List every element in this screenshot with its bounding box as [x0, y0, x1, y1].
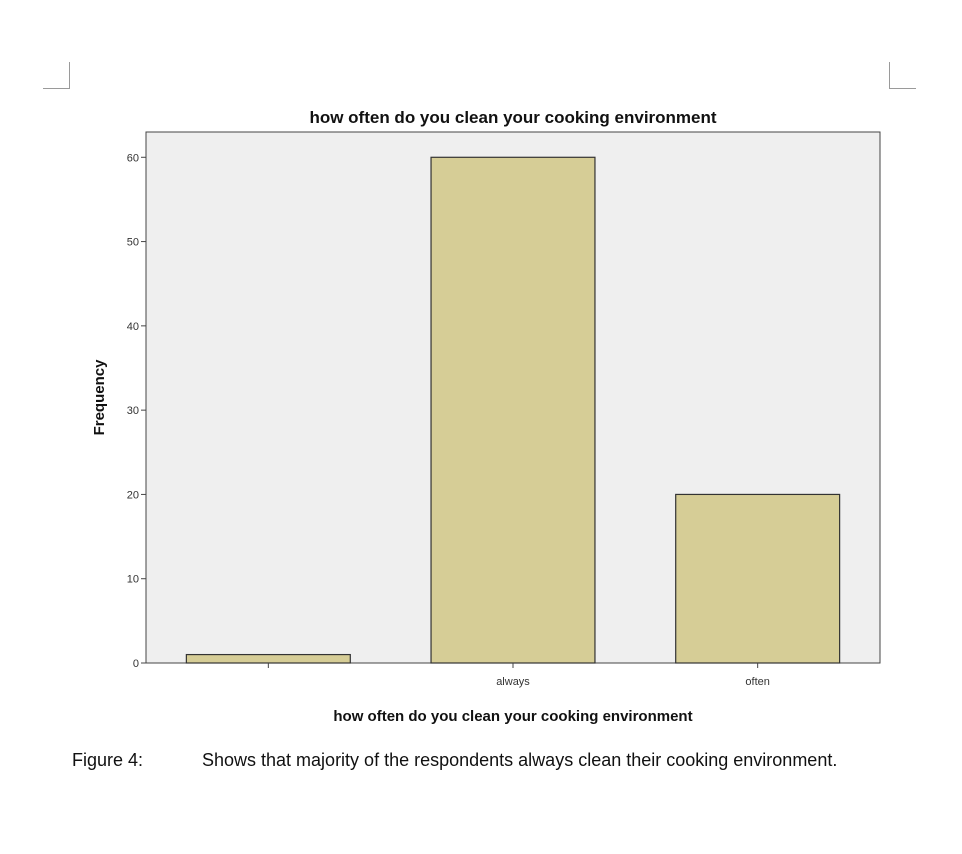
page-corner-mark-left — [43, 62, 70, 89]
y-axis: 0 10 20 30 40 50 60 — [127, 152, 146, 670]
bar-always — [430, 156, 596, 664]
y-tick-label: 20 — [127, 489, 139, 501]
y-tick-label: 10 — [127, 574, 139, 586]
figure-caption-label: Figure 4: — [72, 750, 144, 770]
x-tick-label: often — [745, 676, 769, 688]
bar-blank — [185, 653, 351, 664]
y-axis-label: Frequency — [91, 359, 108, 436]
x-axis: always often — [267, 663, 770, 688]
page-corner-mark-right — [889, 62, 916, 89]
figure-caption-text: Shows that majority of the respondents a… — [202, 750, 838, 770]
chart-title: how often do you clean your cooking envi… — [309, 108, 716, 127]
y-tick-label: 40 — [127, 321, 139, 333]
y-tick-label: 0 — [133, 658, 139, 670]
x-tick-label: always — [496, 676, 530, 688]
y-tick-label: 30 — [127, 405, 139, 417]
bar-often — [675, 493, 841, 664]
bar-chart: 0 10 20 30 40 50 60 always often how often do y… — [91, 108, 881, 725]
y-tick-label: 60 — [127, 152, 139, 164]
y-tick-label: 50 — [127, 237, 139, 249]
bars-group — [185, 156, 841, 664]
x-axis-label: how often do you clean your cooking envi… — [333, 708, 692, 725]
